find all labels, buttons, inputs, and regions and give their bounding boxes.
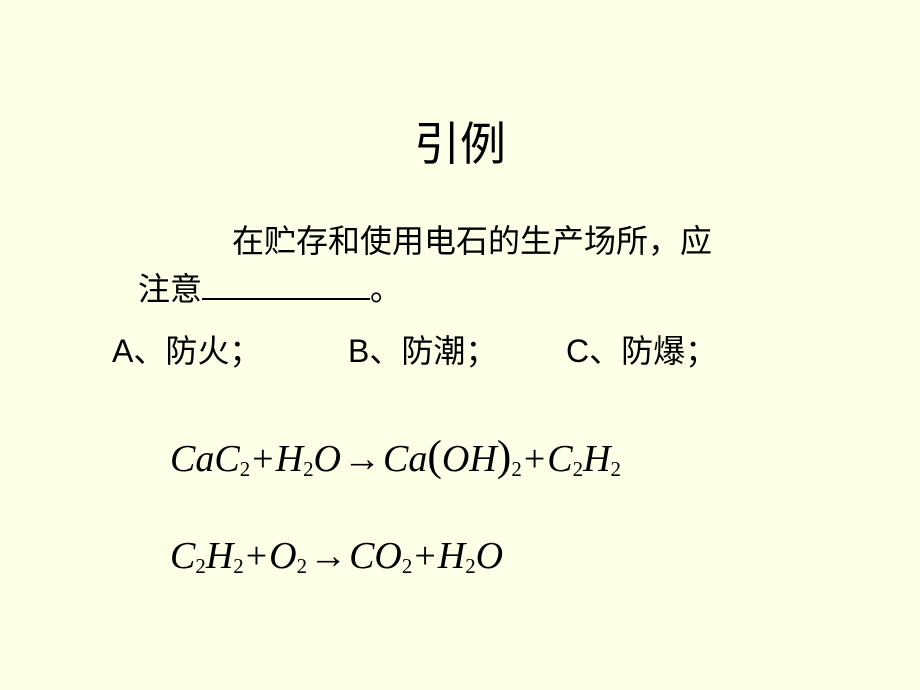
question-text-1: 在贮存和使用电石的生产场所，应 [232,223,712,259]
option-c: C、防爆； [566,326,717,372]
question-line-2: 注意 。 [138,264,402,310]
option-a-sep: 、 [133,333,165,369]
option-a-letter: A [112,333,133,369]
option-a: A、防火； [112,326,261,372]
equation-1: CaC2+H2O→Ca(OH)2+C2H2 [170,432,621,482]
option-a-text: 防火； [165,333,261,369]
option-b-letter: B [348,333,369,369]
option-b-sep: 、 [369,333,401,369]
option-b-text: 防潮； [401,333,497,369]
title-text: 引例 [414,119,506,170]
option-b: B、防潮； [348,326,497,372]
question-line-1: 在贮存和使用电石的生产场所，应 [232,216,712,262]
question-suffix: 。 [370,271,402,307]
option-c-text: 防爆； [621,333,717,369]
question-prefix: 注意 [138,271,202,307]
equation-2: C2H2+O2→CO2+H2O [170,534,503,579]
option-c-sep: 、 [589,333,621,369]
fill-blank [202,271,370,300]
slide-title: 引例 [0,108,920,174]
option-c-letter: C [566,333,589,369]
